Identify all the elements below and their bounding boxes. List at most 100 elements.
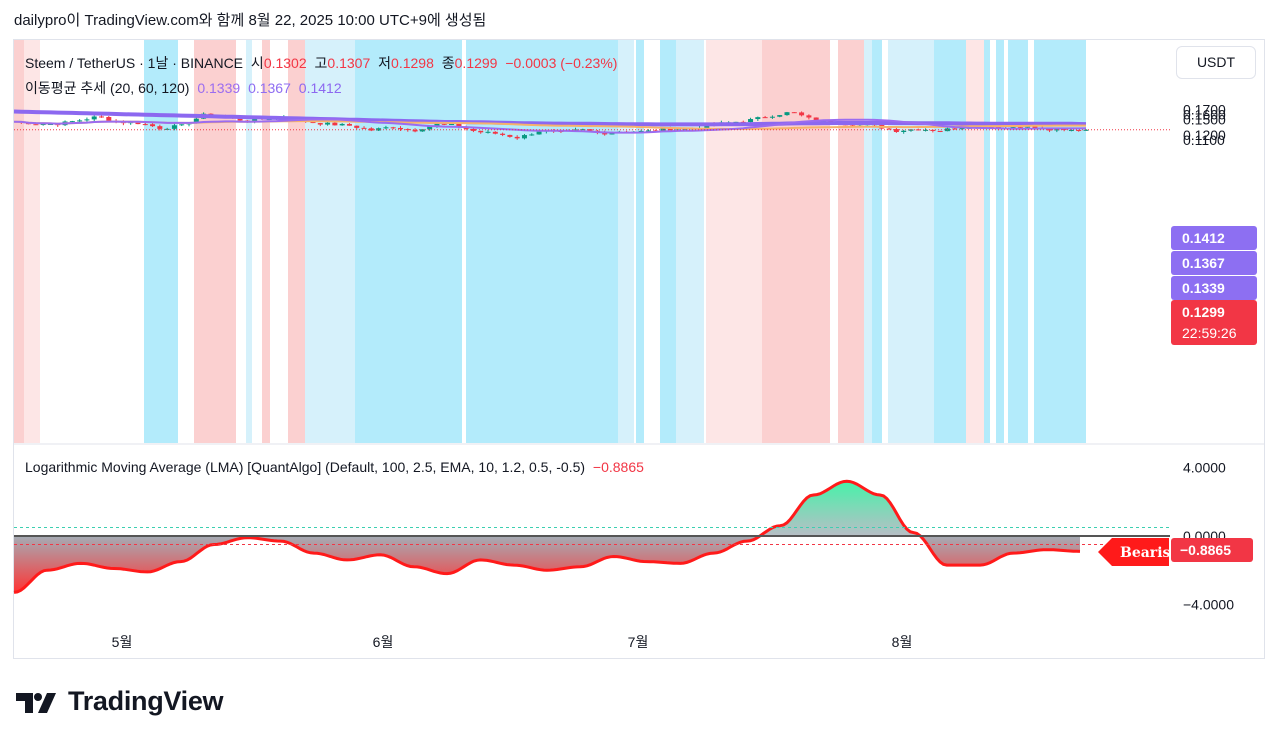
candle <box>91 115 97 122</box>
lma-line <box>13 479 1081 594</box>
bearish-band <box>14 40 24 443</box>
candle-body <box>682 128 688 130</box>
candle <box>536 131 542 135</box>
lma-name[interactable]: Logarithmic Moving Average (LMA) [QuantA… <box>25 459 586 475</box>
ma120-badge: 0.1412 <box>1171 226 1257 250</box>
candle-body <box>1076 130 1082 132</box>
candle-body <box>157 126 163 129</box>
bearish-band <box>262 40 270 443</box>
bearish-band <box>966 40 984 443</box>
signal-label-text: Bearish <box>1120 545 1181 561</box>
high-value: 0.1307 <box>327 55 371 71</box>
last-price-badge: 0.1299 22:59:26 <box>1171 300 1257 345</box>
candle <box>507 134 513 138</box>
candle-body <box>383 127 389 129</box>
candle <box>791 112 797 114</box>
price-tick-label: 0.1500 <box>1183 112 1226 128</box>
candle-body <box>346 123 352 126</box>
candle <box>354 125 360 130</box>
lma-bullish-area <box>14 481 1080 536</box>
candle <box>762 115 768 119</box>
lma-value: −0.8865 <box>592 459 644 475</box>
bullish-band <box>660 40 676 443</box>
change-value: −0.0003 (−0.23%) <box>505 55 618 71</box>
last-price-badge-text: 0.1299 <box>1182 304 1225 320</box>
candle-body <box>142 124 148 126</box>
candle-body <box>456 124 462 128</box>
bullish-band <box>636 40 644 443</box>
lma-tick-label: −4.0000 <box>1183 596 1234 612</box>
chart-caption: dailypro이 TradingView.com와 함께 8월 22, 202… <box>14 12 487 29</box>
candle <box>171 123 177 131</box>
candle <box>769 115 775 119</box>
candle-body <box>310 121 316 124</box>
bullish-band <box>618 40 634 443</box>
candle <box>339 123 345 126</box>
bullish-band <box>1034 40 1086 443</box>
candle-body <box>667 127 673 131</box>
candle-body <box>376 128 382 131</box>
low-value: 0.1298 <box>391 55 434 71</box>
signal-label-bg <box>1098 538 1169 566</box>
candle-body <box>252 118 258 122</box>
bearish-band <box>762 40 830 443</box>
bullish-band <box>1008 40 1028 443</box>
candle-body <box>412 129 418 132</box>
candle-body <box>1010 127 1016 129</box>
candle-body <box>40 124 46 126</box>
candle-body <box>930 129 936 131</box>
high-label: 고 <box>314 55 328 71</box>
open-value: 0.1302 <box>263 55 307 71</box>
ma120-value: 0.1412 <box>298 80 342 96</box>
candle <box>1076 129 1082 132</box>
ma-name[interactable]: 이동평균 추세 (20, 60, 120) <box>25 80 190 96</box>
ma20-value: 0.1339 <box>197 80 241 96</box>
candle-body <box>791 112 797 114</box>
bearish-band <box>288 40 305 443</box>
candle-body <box>813 117 819 122</box>
currency-button[interactable]: USDT <box>1176 46 1256 79</box>
candle-body <box>901 130 907 133</box>
candle-body <box>514 136 520 139</box>
time-tick-label: 7월 <box>628 634 649 650</box>
candle-body <box>485 131 491 133</box>
candle-body <box>237 118 243 121</box>
ma120-badge-bg <box>1171 226 1257 250</box>
brand-name: TradingView <box>68 686 224 716</box>
candle <box>755 116 761 121</box>
candle <box>521 133 527 140</box>
ma20-line <box>13 118 1087 134</box>
candle <box>84 117 90 122</box>
bullish-band <box>246 40 252 443</box>
candle-body <box>886 128 892 130</box>
candle <box>937 130 943 133</box>
ma120-badge-text: 0.1412 <box>1182 230 1225 246</box>
ma60-badge: 0.1367 <box>1171 251 1257 275</box>
price-tick-label: 0.1200 <box>1183 127 1226 143</box>
lma-tick-label: 4.0000 <box>1183 460 1226 476</box>
candle <box>777 115 783 118</box>
candle-body <box>179 124 185 126</box>
candle-body <box>937 130 943 132</box>
bearish-band <box>24 40 40 443</box>
bullish-band <box>676 40 704 443</box>
candle <box>500 132 506 137</box>
candle-body <box>441 123 447 125</box>
candle <box>412 128 418 133</box>
candle-body <box>427 125 433 130</box>
time-tick-label: 8월 <box>892 634 913 650</box>
low-label: 저 <box>378 55 392 71</box>
candle-body <box>1032 125 1038 129</box>
bearish-band <box>706 40 762 443</box>
bullish-band <box>144 40 178 443</box>
candle-body <box>893 129 899 133</box>
countdown-text: 22:59:26 <box>1182 325 1237 341</box>
candle-body <box>449 124 455 126</box>
candle-body <box>777 115 783 117</box>
candle <box>580 128 586 131</box>
candle-body <box>33 124 39 126</box>
candle <box>514 135 520 140</box>
symbol-label[interactable]: Steem / TetherUS · 1날 · BINANCE <box>25 55 244 71</box>
candle <box>748 117 754 123</box>
